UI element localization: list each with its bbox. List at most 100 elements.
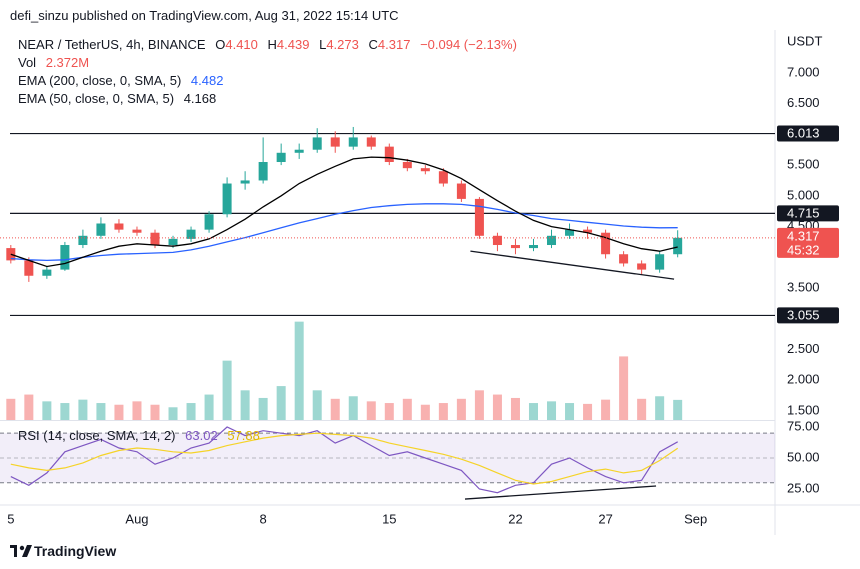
volume-bar [24, 394, 34, 420]
ema-legend: EMA (50, close, 0, SMA, 5) 4.168 [18, 91, 216, 106]
candle-body [528, 245, 538, 249]
candle-body [114, 223, 124, 230]
price-pane [6, 126, 775, 420]
candle-body [492, 235, 502, 246]
candle-body [204, 214, 214, 230]
candle-body [510, 245, 520, 249]
volume-value: 2.372M [45, 55, 90, 70]
candle-body [150, 232, 160, 246]
volume-bar [60, 403, 70, 420]
level-label-box [777, 307, 839, 324]
y-tick-label: 5.000 [787, 187, 820, 202]
level-label: 3.055 [787, 307, 820, 322]
volume-bar [366, 401, 376, 420]
volume-bar [276, 386, 286, 420]
ema-name: EMA (50, close, 0, SMA, 5) [18, 91, 175, 106]
candle-body [583, 229, 593, 233]
candle-body [438, 171, 448, 184]
volume-bar [258, 397, 268, 420]
volume-bar [96, 403, 106, 420]
volume-bar [474, 390, 484, 420]
volume-bar [420, 404, 430, 420]
candle-body [366, 137, 376, 147]
y-tick-label: 3.500 [787, 279, 820, 294]
y-tick-label: 2.500 [787, 341, 820, 356]
candle-body [420, 168, 430, 172]
ema-name: EMA (200, close, 0, SMA, 5) [18, 73, 182, 88]
ohlc-value: 4.317 [377, 37, 411, 52]
candle-body [276, 152, 286, 163]
candle-body [312, 137, 322, 150]
candle-body [673, 237, 683, 255]
volume-bar [186, 403, 196, 420]
volume-bar [78, 399, 88, 420]
volume-bar [673, 399, 683, 420]
rsi-pane [0, 426, 775, 494]
volume-legend: Vol 2.372M [18, 55, 89, 70]
volume-bar [402, 398, 412, 420]
x-tick-label: Sep [684, 511, 707, 526]
volume-bar [240, 390, 250, 420]
x-tick-label: 5 [7, 511, 14, 526]
countdown-label: 45:32 [787, 242, 820, 257]
candle-body [456, 183, 466, 199]
volume-bar [601, 399, 611, 420]
candle-body [330, 137, 340, 147]
y-tick-label: 75.00 [787, 418, 820, 433]
candle-body [168, 238, 178, 246]
candle-body [78, 235, 88, 246]
level-label-box [777, 205, 839, 222]
volume-bar [150, 404, 160, 420]
candle-body [601, 232, 611, 255]
candle-body [42, 269, 52, 276]
volume-bar [583, 403, 593, 420]
volume-bar [348, 396, 358, 420]
ohlc-key: C [368, 37, 378, 52]
candle-body [240, 180, 250, 184]
volume-bar [132, 401, 142, 420]
ohlc-legend: NEAR / TetherUS, 4h, BINANCE O4.410 H4.4… [18, 37, 517, 52]
volume-bar [510, 397, 520, 420]
x-tick-label: 22 [508, 511, 522, 526]
candle-body [258, 162, 268, 181]
candle-body [186, 229, 196, 239]
rsi-line [10, 426, 678, 494]
volume-bar [547, 401, 557, 420]
level-label-box [777, 125, 839, 142]
volume-bar [330, 398, 340, 420]
volume-bar [6, 398, 16, 420]
volume-bar [565, 403, 575, 420]
volume-bar [619, 356, 629, 420]
rsi-ma-value: 57.88 [227, 428, 260, 443]
y-tick-label: 50.00 [787, 449, 820, 464]
logo [10, 545, 32, 557]
x-tick-label: 27 [598, 511, 612, 526]
candle-body [348, 137, 358, 147]
change: −0.094 (−2.13%) [420, 37, 517, 52]
last-price-box [777, 227, 839, 258]
volume-bar [114, 404, 124, 420]
x-tick-label: Aug [125, 511, 148, 526]
y-tick-label: 6.500 [787, 95, 820, 110]
candle-body [565, 229, 575, 236]
candle-body [60, 245, 70, 270]
level-label: 4.715 [787, 205, 820, 220]
volume-bar [637, 398, 647, 420]
symbol: NEAR / TetherUS, 4h, BINANCE [18, 37, 206, 52]
candle-body [96, 223, 106, 236]
y-tick-label: 25.00 [787, 480, 820, 495]
volume-name: Vol [18, 55, 37, 70]
volume-bar [312, 390, 322, 420]
ohlc-value: 4.273 [326, 37, 359, 52]
y-tick-label: 2.000 [787, 372, 820, 387]
volume-bar [204, 394, 214, 420]
volume-bar [655, 396, 665, 420]
rsi-value: 63.02 [185, 428, 218, 443]
volume-bar [222, 360, 232, 420]
volume-bar [294, 321, 304, 420]
volume-bar [528, 403, 538, 420]
ohlc-value: 4.410 [225, 37, 258, 52]
trendline [464, 485, 657, 500]
y-axis-label: USDT [787, 33, 822, 48]
